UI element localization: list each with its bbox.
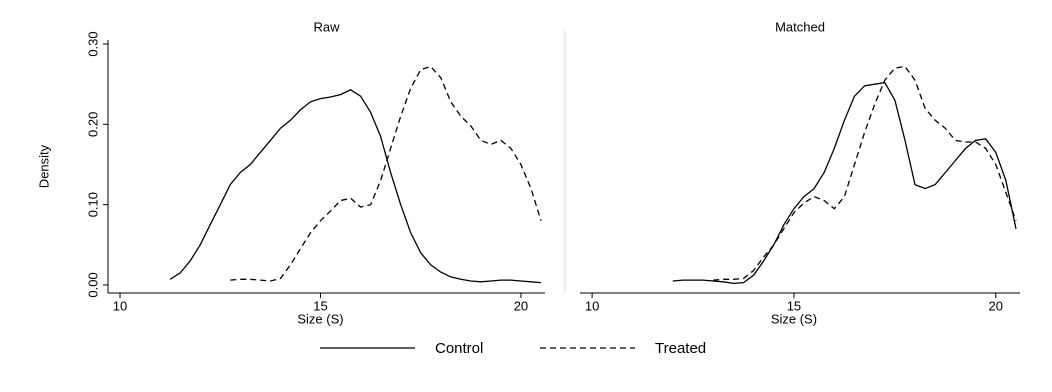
y-tick-label: 0.20: [85, 112, 100, 137]
y-axis-label: Density: [36, 144, 51, 188]
panel-title: Raw: [313, 19, 340, 34]
y-tick-label: 0.10: [85, 192, 100, 217]
panel-title: Matched: [775, 19, 825, 34]
density-line: [230, 65, 542, 282]
legend-label: Control: [435, 340, 483, 357]
density-line: [713, 65, 1017, 281]
x-tick-label: 15: [787, 298, 801, 313]
x-tick-label: 20: [989, 298, 1003, 313]
x-axis-label: Size (S): [771, 311, 817, 326]
y-tick-label: 0.00: [85, 272, 100, 297]
x-tick-label: 20: [514, 298, 528, 313]
x-tick-label: 10: [585, 298, 599, 313]
density-line: [169, 89, 542, 284]
x-axis-label: Size (S): [297, 311, 343, 326]
x-tick-label: 15: [313, 298, 327, 313]
legend-label: Treated: [655, 340, 706, 357]
y-tick-label: 0.30: [85, 31, 100, 56]
density-line: [672, 81, 1017, 285]
x-tick-label: 10: [113, 298, 127, 313]
